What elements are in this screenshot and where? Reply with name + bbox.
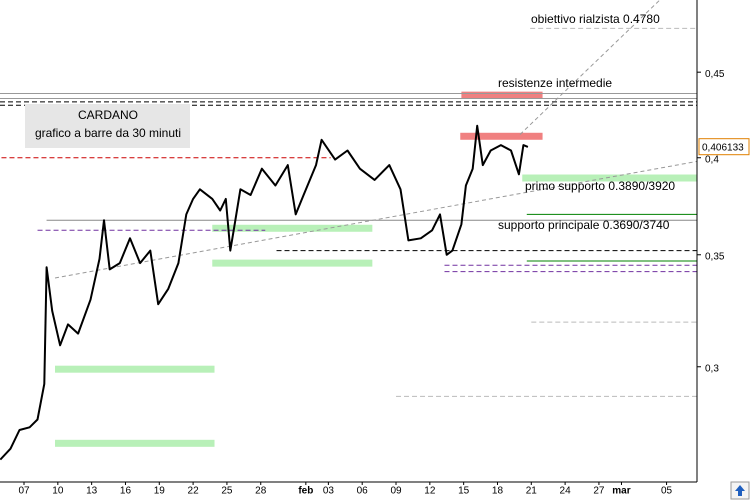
x-tick-label: 10: [52, 486, 64, 497]
x-tick-label: 06: [357, 486, 369, 497]
x-tick-label: feb: [298, 486, 313, 497]
chart-subtitle: grafico a barre da 30 minuti: [35, 126, 181, 140]
x-tick-label: 05: [661, 486, 673, 497]
x-tick-label: 18: [492, 486, 504, 497]
plot-area: [0, 0, 698, 461]
annotation: supporto principale 0.3690/3740: [498, 218, 670, 232]
scroll-icon: [735, 485, 745, 496]
title-box: [25, 104, 190, 148]
x-tick-label: mar: [612, 486, 630, 497]
zone: [55, 439, 215, 447]
zone: [212, 224, 373, 232]
zone: [212, 259, 373, 267]
y-tick-label: 0,3: [705, 363, 719, 374]
annotation: obiettivo rialzista 0.4780: [531, 12, 660, 26]
zone: [460, 132, 543, 140]
y-tick-label: 0,45: [705, 69, 725, 80]
zone: [522, 174, 697, 182]
x-tick-label: 25: [221, 486, 233, 497]
zone: [55, 365, 215, 373]
x-tick-label: 27: [593, 486, 605, 497]
chart-title: CARDANO: [78, 108, 138, 122]
x-tick-label: 03: [323, 486, 335, 497]
trendline: [54, 160, 698, 279]
annotation: resistenze intermedie: [498, 76, 612, 90]
annotation: primo supporto 0.3890/3920: [525, 179, 675, 193]
scroll-button[interactable]: [730, 481, 750, 500]
x-tick-label: 07: [18, 486, 30, 497]
x-tick-label: 16: [120, 486, 132, 497]
y-tick-label: 0,4: [705, 154, 719, 165]
x-tick-label: 22: [188, 486, 200, 497]
last-price-box: [698, 138, 750, 156]
x-tick-label: 12: [424, 486, 436, 497]
x-tick-label: 13: [86, 486, 98, 497]
trendline: [519, 0, 661, 135]
x-tick-label: 24: [560, 486, 572, 497]
x-tick-label: 19: [154, 486, 166, 497]
x-tick-label: 21: [526, 486, 538, 497]
last-price-label: 0,406133: [702, 142, 744, 153]
y-tick-label: 0,35: [705, 251, 725, 262]
x-tick-label: 09: [390, 486, 402, 497]
price-line: [0, 124, 529, 461]
zone: [461, 91, 543, 99]
x-tick-label: 15: [458, 486, 470, 497]
x-tick-label: 28: [255, 486, 267, 497]
